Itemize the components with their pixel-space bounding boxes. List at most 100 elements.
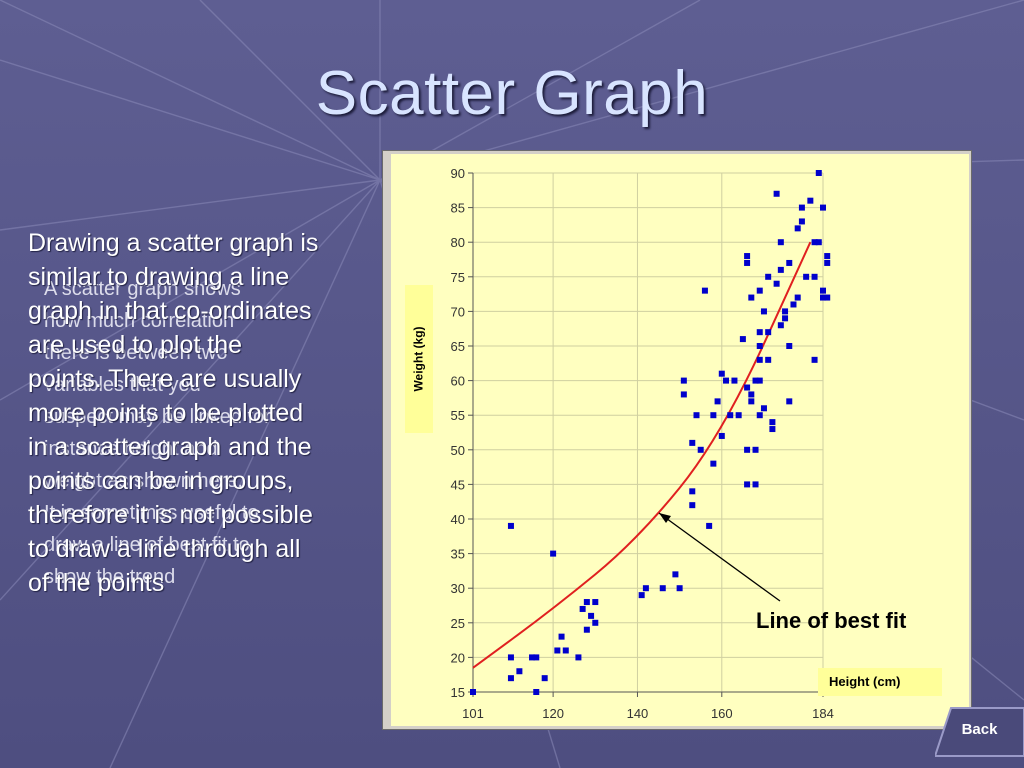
scatter-point: [575, 654, 582, 661]
scatter-point: [710, 412, 717, 419]
scatter-point: [731, 377, 738, 384]
scatter-point: [790, 301, 797, 308]
scatter-point: [529, 654, 536, 661]
scatter-point: [689, 502, 696, 509]
scatter-point: [718, 370, 725, 377]
scatter-point: [562, 647, 569, 654]
y-tick-label: 80: [451, 235, 465, 250]
scatter-point: [765, 273, 772, 280]
scatter-point: [794, 225, 801, 232]
scatter-point: [744, 481, 751, 488]
scatter-point: [710, 460, 717, 467]
scatter-point: [760, 405, 767, 412]
scatter-point: [786, 259, 793, 266]
scatter-point: [769, 426, 776, 433]
scatter-point: [820, 294, 826, 301]
back-button-shape[interactable]: [935, 704, 1024, 760]
y-tick-label: 85: [451, 201, 465, 216]
plot-area: [391, 154, 969, 726]
x-tick-label: 120: [542, 706, 564, 721]
scatter-point: [735, 412, 742, 419]
scatter-point: [752, 377, 759, 384]
y-tick-label: 15: [451, 685, 465, 700]
scatter-point: [782, 308, 789, 315]
scatter-point: [807, 197, 814, 204]
scatter-point: [470, 689, 476, 695]
scatter-point: [541, 675, 548, 682]
y-axis-label: Weight (kg): [412, 326, 427, 392]
scatter-point: [824, 253, 831, 260]
scatter-point: [533, 689, 540, 695]
y-tick-label: 35: [451, 547, 465, 562]
x-tick-label: 160: [711, 706, 733, 721]
scatter-point: [811, 239, 818, 246]
scatter-point: [765, 329, 772, 336]
y-tick-label: 55: [451, 408, 465, 423]
x-tick-label: 184: [812, 706, 834, 721]
scatter-point: [718, 432, 725, 439]
scatter-point: [672, 571, 679, 578]
body-text-overlay: A scatter graph shows how much correlati…: [44, 278, 271, 588]
scatter-point: [507, 654, 514, 661]
scatter-point: [756, 343, 763, 349]
scatter-point: [739, 336, 746, 343]
scatter-point: [769, 419, 776, 426]
scatter-point: [550, 550, 557, 557]
scatter-point: [820, 287, 826, 294]
scatter-point: [638, 592, 645, 599]
scatter-point: [765, 356, 772, 363]
scatter-chart: 15 20 25 30 35 40 45 50 55 60 65 70 75 80 85 90 101 120 14…: [391, 154, 969, 726]
scatter-point: [798, 218, 805, 225]
scatter-point: [811, 273, 818, 280]
scatter-point: [824, 259, 831, 266]
scatter-point: [697, 446, 704, 453]
y-tick-label: 60: [451, 374, 465, 389]
scatter-point: [752, 481, 759, 488]
scatter-point: [642, 585, 649, 592]
scatter-point: [680, 377, 687, 384]
scatter-point: [689, 439, 696, 446]
scatter-point: [756, 356, 763, 363]
y-axis-label-wrap: Weight (kg): [405, 285, 433, 433]
slide-title: Scatter Graph: [315, 59, 709, 128]
scatter-point: [756, 377, 763, 384]
scatter-point: [811, 356, 818, 363]
scatter-point: [588, 612, 595, 619]
scatter-point: [748, 294, 755, 301]
y-tick-label: 65: [451, 339, 465, 354]
scatter-point: [592, 619, 599, 626]
scatter-point: [714, 398, 721, 405]
x-tick-label: 101: [462, 706, 484, 721]
back-button[interactable]: Back: [961, 721, 998, 738]
y-axis-label-box: [405, 285, 433, 433]
scatter-point: [782, 315, 789, 322]
scatter-point: [516, 668, 523, 675]
scatter-point: [579, 605, 586, 612]
scatter-point: [744, 384, 751, 391]
scatter-point: [756, 412, 763, 419]
y-tick-label: 40: [451, 512, 465, 527]
annotation-arrowhead: [659, 513, 671, 523]
scatter-point: [794, 294, 801, 301]
scatter-point: [583, 599, 590, 606]
scatter-point: [777, 266, 784, 273]
scatter-point: [798, 204, 805, 211]
scatter-point: [760, 308, 767, 315]
scatter-point: [803, 273, 810, 280]
best-fit-annotation: Line of best fit: [756, 608, 907, 633]
scatter-point: [820, 204, 826, 211]
y-tick-label: 20: [451, 650, 465, 665]
scatter-point: [689, 488, 696, 495]
scatter-point: [815, 239, 822, 246]
y-tick-label: 45: [451, 477, 465, 492]
scatter-point: [786, 343, 793, 349]
y-tick-label: 75: [451, 270, 465, 285]
x-axis-label: Height (cm): [818, 668, 942, 696]
scatter-point: [756, 329, 763, 336]
scatter-point: [756, 287, 763, 294]
y-tick-label: 30: [451, 581, 465, 596]
scatter-point: [659, 585, 666, 592]
scatter-point: [558, 633, 565, 640]
scatter-point: [554, 647, 561, 654]
scatter-point: [592, 599, 599, 606]
